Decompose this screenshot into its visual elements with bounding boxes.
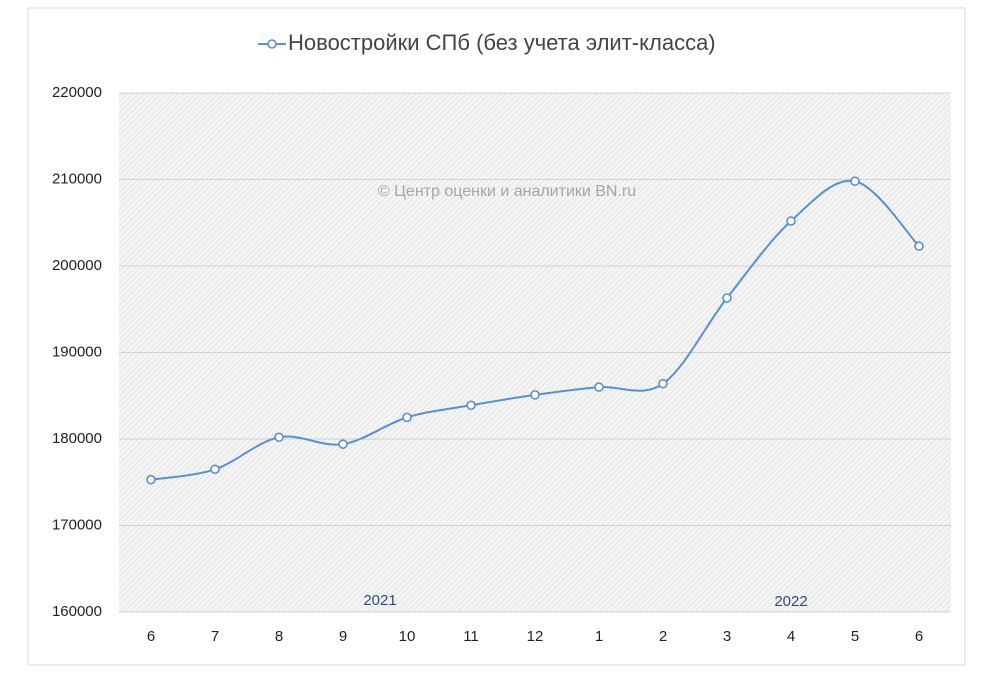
point-marker	[722, 293, 732, 303]
point-marker	[210, 464, 220, 475]
x-tick-label: 7	[211, 628, 219, 645]
x-tick-label: 5	[851, 628, 859, 645]
x-tick-label: 8	[275, 628, 283, 645]
point-marker	[530, 390, 540, 400]
y-tick-label: 160000	[52, 603, 102, 620]
x-tick-label: 6	[915, 628, 923, 645]
x-tick-label: 6	[147, 628, 155, 645]
point-marker	[594, 382, 604, 392]
point-marker	[914, 241, 924, 251]
point-marker	[146, 474, 156, 485]
legend-marker	[267, 39, 277, 49]
year-label: 2021	[363, 592, 396, 609]
point-marker	[274, 432, 284, 443]
y-tick-label: 190000	[52, 343, 102, 360]
legend-label: Новостройки СПб (без учета элит-класса)	[288, 30, 716, 55]
x-tick-label: 2	[659, 628, 667, 645]
point-marker	[658, 378, 668, 389]
y-tick-label: 210000	[52, 170, 102, 187]
x-tick-label: 12	[527, 628, 544, 645]
point-marker	[850, 176, 860, 187]
point-marker	[338, 439, 348, 449]
y-tick-label: 220000	[52, 84, 102, 101]
y-tick-label: 170000	[52, 516, 102, 533]
watermark: © Центр оценки и аналитики BN.ru	[378, 183, 636, 200]
x-tick-label: 3	[723, 628, 731, 645]
x-tick-label: 1	[595, 628, 603, 645]
x-tick-label: 11	[463, 628, 479, 645]
point-marker	[466, 400, 476, 411]
year-label: 2022	[774, 593, 807, 610]
x-tick-label: 4	[787, 628, 795, 645]
x-tick-label: 9	[339, 628, 347, 645]
x-tick-label: 10	[399, 628, 416, 645]
point-marker	[402, 412, 412, 423]
y-tick-label: 200000	[52, 257, 102, 274]
point-marker	[786, 216, 796, 226]
y-tick-label: 180000	[52, 430, 102, 447]
